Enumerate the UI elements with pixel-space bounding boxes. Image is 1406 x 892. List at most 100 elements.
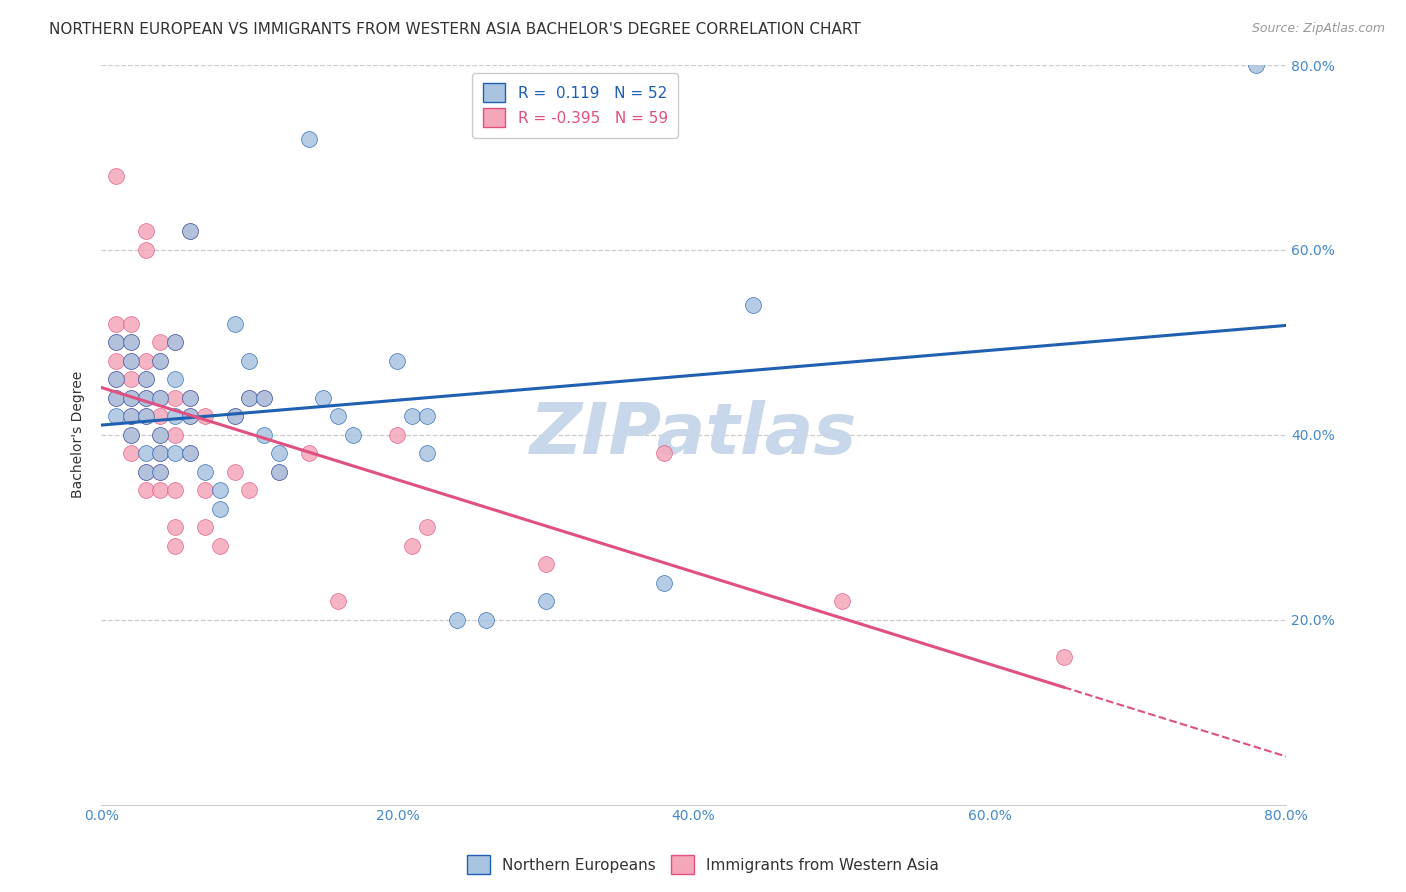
Point: [194, 465, 217, 479]
Point: [238, 391, 260, 405]
Point: [401, 409, 423, 424]
Point: [267, 465, 290, 479]
Point: [416, 520, 439, 534]
Point: [135, 465, 157, 479]
Point: [105, 169, 128, 183]
Point: [105, 391, 128, 405]
Point: [831, 594, 853, 608]
Point: [224, 409, 246, 424]
Point: [238, 354, 260, 368]
Point: [120, 391, 142, 405]
Point: [179, 391, 201, 405]
Point: [149, 409, 172, 424]
Point: [135, 483, 157, 498]
Point: [224, 409, 246, 424]
Point: [475, 613, 498, 627]
Point: [401, 539, 423, 553]
Point: [120, 354, 142, 368]
Point: [741, 298, 763, 312]
Point: [105, 372, 128, 386]
Point: [149, 428, 172, 442]
Legend: Northern Europeans, Immigrants from Western Asia: Northern Europeans, Immigrants from West…: [461, 849, 945, 880]
Point: [135, 243, 157, 257]
Point: [179, 409, 201, 424]
Point: [342, 428, 364, 442]
Text: NORTHERN EUROPEAN VS IMMIGRANTS FROM WESTERN ASIA BACHELOR'S DEGREE CORRELATION : NORTHERN EUROPEAN VS IMMIGRANTS FROM WES…: [49, 22, 860, 37]
Point: [149, 335, 172, 350]
Point: [179, 225, 201, 239]
Point: [534, 558, 557, 572]
Point: [165, 483, 187, 498]
Text: ZIPatlas: ZIPatlas: [530, 401, 858, 469]
Point: [165, 539, 187, 553]
Point: [135, 372, 157, 386]
Point: [179, 446, 201, 460]
Point: [224, 465, 246, 479]
Point: [135, 354, 157, 368]
Point: [120, 317, 142, 331]
Point: [297, 446, 319, 460]
Point: [267, 465, 290, 479]
Point: [179, 225, 201, 239]
Point: [120, 335, 142, 350]
Point: [297, 132, 319, 146]
Point: [165, 409, 187, 424]
Point: [253, 391, 276, 405]
Point: [208, 539, 231, 553]
Point: [120, 446, 142, 460]
Point: [224, 317, 246, 331]
Point: [149, 446, 172, 460]
Point: [149, 354, 172, 368]
Point: [149, 465, 172, 479]
Point: [135, 391, 157, 405]
Point: [135, 391, 157, 405]
Point: [120, 428, 142, 442]
Point: [253, 391, 276, 405]
Legend: R =  0.119   N = 52, R = -0.395   N = 59: R = 0.119 N = 52, R = -0.395 N = 59: [472, 73, 679, 137]
Point: [135, 225, 157, 239]
Point: [238, 483, 260, 498]
Point: [105, 354, 128, 368]
Point: [267, 446, 290, 460]
Point: [149, 354, 172, 368]
Point: [165, 520, 187, 534]
Point: [135, 372, 157, 386]
Point: [105, 409, 128, 424]
Point: [120, 372, 142, 386]
Point: [120, 391, 142, 405]
Point: [652, 575, 675, 590]
Point: [194, 483, 217, 498]
Point: [165, 446, 187, 460]
Point: [135, 409, 157, 424]
Point: [135, 446, 157, 460]
Point: [652, 446, 675, 460]
Point: [135, 465, 157, 479]
Point: [1246, 58, 1268, 72]
Point: [416, 446, 439, 460]
Point: [208, 483, 231, 498]
Point: [534, 594, 557, 608]
Point: [179, 446, 201, 460]
Point: [149, 483, 172, 498]
Point: [120, 335, 142, 350]
Y-axis label: Bachelor's Degree: Bachelor's Degree: [72, 371, 86, 499]
Point: [387, 354, 409, 368]
Point: [149, 428, 172, 442]
Point: [120, 354, 142, 368]
Point: [149, 446, 172, 460]
Point: [165, 335, 187, 350]
Point: [179, 409, 201, 424]
Point: [105, 317, 128, 331]
Point: [416, 409, 439, 424]
Point: [149, 391, 172, 405]
Text: Source: ZipAtlas.com: Source: ZipAtlas.com: [1251, 22, 1385, 36]
Point: [194, 409, 217, 424]
Point: [194, 520, 217, 534]
Point: [165, 335, 187, 350]
Point: [446, 613, 468, 627]
Point: [105, 335, 128, 350]
Point: [328, 594, 350, 608]
Point: [253, 428, 276, 442]
Point: [238, 391, 260, 405]
Point: [105, 372, 128, 386]
